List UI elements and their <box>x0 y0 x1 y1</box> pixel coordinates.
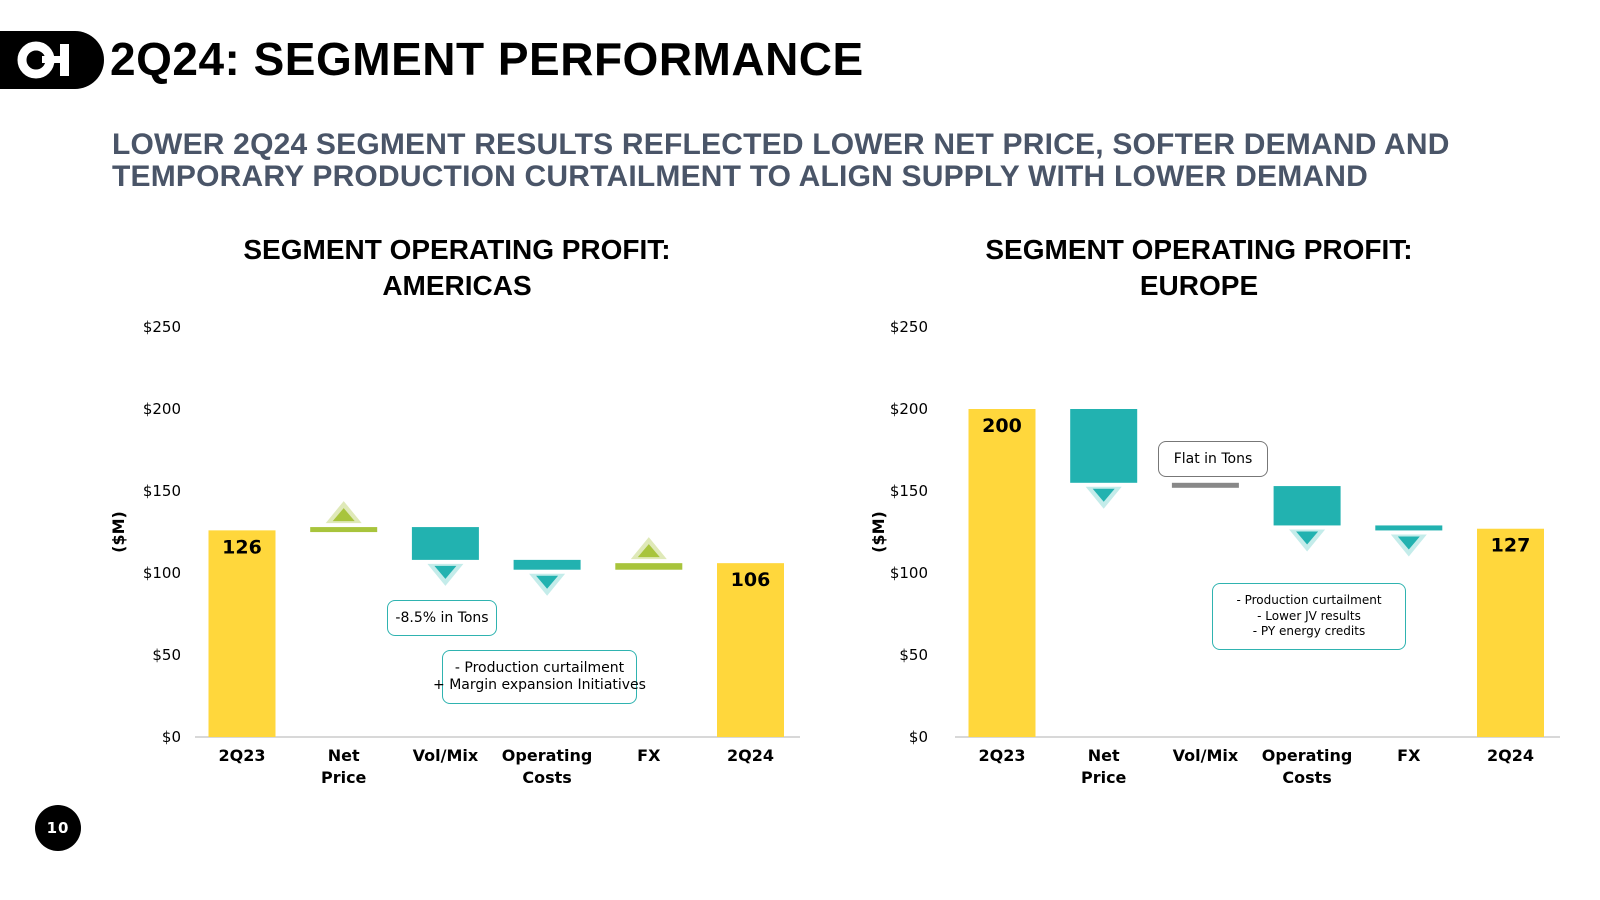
europe-x-tick-label: 2Q23 <box>979 746 1026 765</box>
americas-y-tick-label: $0 <box>162 728 181 746</box>
europe-opcosts-callout: - Production curtailment - Lower JV resu… <box>1212 583 1406 650</box>
page-title: 2Q24: SEGMENT PERFORMANCE <box>110 33 864 85</box>
oi-logo-icon <box>17 41 69 79</box>
page-subtitle: LOWER 2Q24 SEGMENT RESULTS REFLECTED LOW… <box>112 129 1552 193</box>
americas-x-tick-label: 2Q23 <box>219 746 266 765</box>
europe-y-tick-label: $200 <box>890 400 928 418</box>
europe-bar-total <box>968 409 1036 737</box>
europe-y-tick-label: $100 <box>890 564 928 582</box>
europe-callout-2-line-2: - Lower JV results <box>1257 608 1361 623</box>
europe-callout-2-line-1: - Production curtailment <box>1236 593 1382 608</box>
americas-bar-decrease <box>411 527 479 560</box>
europe-down-arrow-inner-icon <box>1397 536 1420 550</box>
europe-y-axis-label: ($M) <box>869 511 888 553</box>
europe-x-tick-label: Costs <box>1282 768 1331 787</box>
americas-bar-total <box>717 563 784 737</box>
americas-down-arrow-inner-icon <box>434 565 457 579</box>
americas-bar-value-label: 126 <box>222 536 262 558</box>
europe-x-tick-label: Vol/Mix <box>1173 746 1239 765</box>
americas-callout-2-line-1: - Production curtailment <box>454 660 625 676</box>
americas-title-line-1: SEGMENT OPERATING PROFIT: <box>243 234 671 265</box>
americas-callout-1-line-1: -8.5% in Tons <box>395 609 489 626</box>
europe-bar-neutral <box>1171 482 1239 488</box>
europe-callout-1-line-1: Flat in Tons <box>1173 450 1253 467</box>
europe-y-tick-label: $0 <box>909 728 928 746</box>
americas-y-axis-label: ($M) <box>109 511 128 553</box>
page-number-badge: 10 <box>35 805 81 851</box>
subtitle-line-1: LOWER 2Q24 SEGMENT RESULTS REFLECTED LOW… <box>112 128 1450 161</box>
americas-x-tick-label: Operating <box>502 746 593 765</box>
americas-x-tick-label: Costs <box>522 768 571 787</box>
europe-title-line-2: EUROPE <box>1139 270 1259 301</box>
subtitle-line-2: TEMPORARY PRODUCTION CURTAILMENT TO ALIG… <box>112 160 1368 193</box>
europe-bar-value-label: 200 <box>982 415 1022 437</box>
americas-y-tick-label: $200 <box>143 400 181 418</box>
americas-down-arrow-inner-icon <box>536 575 559 589</box>
americas-y-tick-label: $100 <box>143 564 181 582</box>
europe-x-tick-label: Operating <box>1262 746 1353 765</box>
americas-y-tick-label: $50 <box>152 646 181 664</box>
americas-x-tick-label: Vol/Mix <box>413 746 479 765</box>
europe-x-tick-label: Price <box>1081 768 1127 787</box>
europe-bar-decrease <box>1273 486 1341 526</box>
europe-bar-decrease <box>1070 409 1138 483</box>
europe-x-tick-label: 2Q24 <box>1487 746 1534 765</box>
logo-tab <box>0 31 104 89</box>
americas-up-arrow-inner-icon <box>637 544 660 558</box>
americas-x-tick-label: 2Q24 <box>727 746 774 765</box>
americas-up-arrow-inner-icon <box>332 508 355 522</box>
americas-bar-value-label: 106 <box>731 569 771 591</box>
europe-chart-title: SEGMENT OPERATING PROFIT: EUROPE <box>899 232 1499 304</box>
europe-y-tick-label: $250 <box>890 318 928 336</box>
europe-down-arrow-inner-icon <box>1092 488 1115 502</box>
americas-y-tick-label: $250 <box>143 318 181 336</box>
europe-y-tick-label: $150 <box>890 482 928 500</box>
americas-bar-increase <box>615 563 683 570</box>
europe-bar-total <box>1477 528 1544 737</box>
europe-callout-2-line-3: - PY energy credits <box>1252 624 1366 639</box>
americas-x-tick-label: Net <box>328 746 360 765</box>
europe-x-tick-label: Net <box>1088 746 1120 765</box>
americas-x-tick-label: FX <box>637 746 661 765</box>
americas-title-line-2: AMERICAS <box>382 270 532 301</box>
americas-chart-title: SEGMENT OPERATING PROFIT: AMERICAS <box>157 232 757 304</box>
europe-down-arrow-inner-icon <box>1296 531 1319 545</box>
americas-bar-increase <box>310 527 378 533</box>
europe-y-tick-label: $50 <box>899 646 928 664</box>
americas-x-tick-label: Price <box>321 768 367 787</box>
europe-title-line-1: SEGMENT OPERATING PROFIT: <box>985 234 1413 265</box>
americas-callout-2-line-2: + Margin expansion Initiatives <box>433 677 646 693</box>
americas-y-tick-label: $150 <box>143 482 181 500</box>
europe-bar-decrease <box>1375 525 1443 531</box>
americas-bar-decrease <box>513 559 581 570</box>
americas-volmix-callout: -8.5% in Tons <box>387 600 497 636</box>
europe-x-tick-label: FX <box>1397 746 1421 765</box>
americas-opcosts-callout: - Production curtailment + Margin expans… <box>433 650 646 704</box>
americas-bar-total <box>208 530 276 737</box>
europe-bar-value-label: 127 <box>1491 535 1531 557</box>
europe-volmix-callout: Flat in Tons <box>1158 441 1268 477</box>
